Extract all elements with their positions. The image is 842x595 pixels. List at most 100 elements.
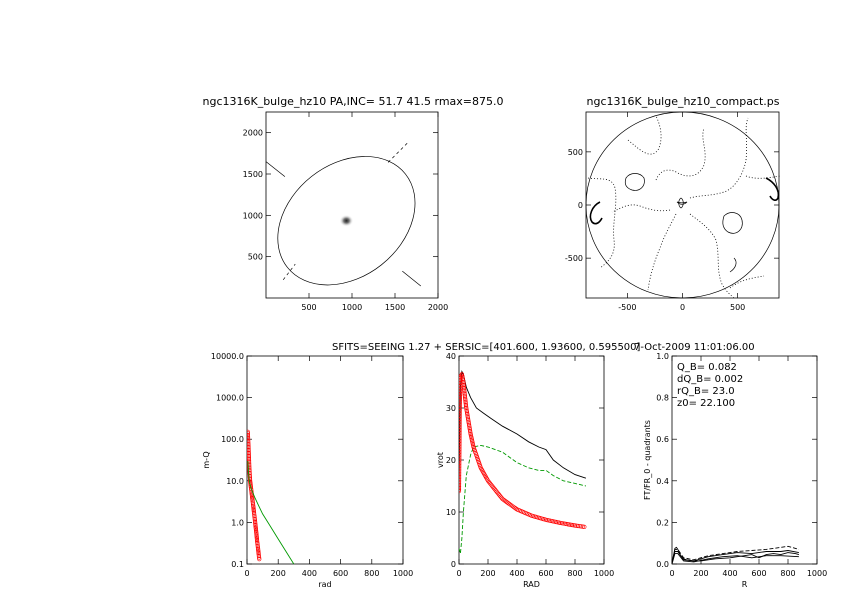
series-2-point	[459, 415, 462, 420]
series-2-point	[459, 435, 462, 440]
series-2-point	[459, 468, 462, 473]
series-2-point	[459, 482, 462, 488]
y-tick-label: 20	[446, 456, 456, 465]
y-tick-label: 0	[451, 560, 456, 569]
series-0-line	[671, 546, 800, 563]
series-0-point	[247, 463, 252, 468]
series-2-point	[459, 459, 462, 464]
series-2-point	[459, 476, 462, 481]
series-2-point	[459, 470, 462, 475]
series-0-point	[255, 539, 260, 544]
series-0-point	[253, 527, 258, 532]
series-0-point	[251, 510, 257, 515]
series-2-point	[459, 399, 462, 404]
series-2-point	[459, 398, 463, 403]
series-2-point	[459, 429, 462, 434]
series-2-point	[462, 387, 467, 392]
x-tick-label: 800	[364, 569, 379, 578]
major-axis-segment	[402, 270, 422, 287]
series-2-point	[558, 520, 563, 526]
plot-frame	[265, 111, 439, 299]
series-2-point	[466, 419, 471, 424]
ft-annotation-0: Q_B= 0.082	[677, 362, 737, 373]
m-q-series	[247, 429, 295, 564]
boundary-circle	[585, 111, 780, 299]
series-0-point	[256, 548, 261, 553]
contour-line	[678, 197, 684, 209]
series-2-point	[465, 416, 471, 421]
series-2-point	[467, 424, 472, 429]
series-0-point	[247, 461, 252, 466]
series-0-point	[247, 437, 251, 442]
series-0-point	[257, 557, 262, 562]
y-tick-label: 10	[446, 508, 456, 517]
series-0-point	[252, 515, 257, 520]
series-0-point	[247, 446, 251, 451]
series-2-point	[459, 390, 463, 395]
series-2-point	[461, 386, 467, 391]
series-0-point	[247, 447, 251, 453]
series-2-point	[459, 423, 462, 428]
series-2-point	[459, 432, 462, 437]
series-2-point	[459, 391, 463, 397]
y-tick-label: 10000.0	[211, 352, 244, 361]
series-2-point	[467, 427, 472, 432]
x-tick-label: 1000	[807, 569, 827, 578]
x-tick-label: 200	[480, 569, 495, 578]
series-2-point	[459, 443, 462, 448]
series-0-point	[253, 521, 258, 526]
series-2-point	[459, 440, 462, 445]
series-0-point	[248, 485, 253, 490]
x-tick-label: 400	[302, 569, 317, 578]
series-2-point	[568, 522, 573, 527]
series-0-point	[247, 474, 252, 479]
series-2-point	[459, 456, 462, 461]
series-2-point	[459, 394, 463, 400]
series-2-point	[462, 390, 467, 395]
series-2-point	[571, 523, 576, 528]
series-2-point	[460, 378, 466, 383]
series-0-point	[247, 441, 251, 447]
series-0-point	[254, 533, 259, 539]
series-2-point	[459, 484, 462, 489]
contour-line	[655, 127, 706, 181]
series-2-point	[459, 489, 462, 494]
series-2-point	[459, 427, 462, 433]
x-axis-label: rad	[318, 580, 331, 589]
y-tick-label: 0	[578, 201, 583, 210]
contour-line	[689, 213, 735, 299]
series-2-point	[463, 401, 468, 406]
series-0-point	[252, 518, 258, 523]
series-2-point	[499, 495, 504, 500]
series-2-point	[462, 395, 468, 400]
plot-frame	[458, 355, 605, 565]
series-0-point	[250, 497, 255, 502]
plot-frame	[671, 355, 818, 565]
series-2-point	[462, 393, 467, 398]
series-0-point	[247, 467, 252, 472]
y-tick-label: 0.2	[656, 518, 669, 527]
y-tick-label: 2000	[243, 129, 263, 138]
y-tick-label: 1000	[243, 211, 263, 220]
series-2-point	[461, 384, 466, 389]
series-1-line	[459, 444, 587, 554]
contour-line	[611, 204, 671, 213]
series-2-point	[459, 479, 462, 484]
series-2-point	[461, 381, 466, 386]
series-2-point	[564, 521, 569, 527]
series-0-point	[247, 472, 252, 477]
contour-line	[722, 212, 743, 234]
series-0-point	[256, 550, 261, 556]
x-tick-label: 600	[751, 569, 766, 578]
series-2-point	[459, 454, 462, 459]
y-tick-label: -500	[565, 254, 583, 263]
x-tick-label: -500	[618, 303, 636, 312]
series-2-point	[572, 523, 578, 528]
contour-line	[729, 275, 765, 289]
series-0-point	[247, 432, 251, 437]
series-2-point	[466, 421, 471, 426]
x-tick-label: 500	[730, 303, 745, 312]
series-0-point	[247, 443, 251, 448]
vrot-panel: 0 200 400 600 800 1000 0 10 20 30 40 RAD vrot	[436, 352, 614, 589]
contour-line	[689, 117, 749, 199]
